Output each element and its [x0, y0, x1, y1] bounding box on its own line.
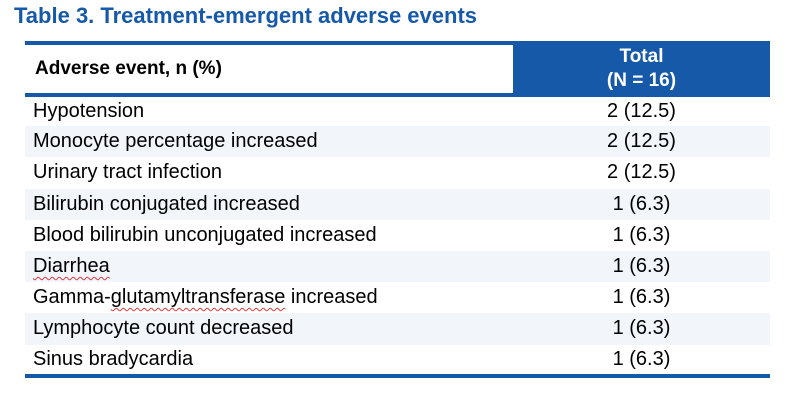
adverse-event-cell: Urinary tract infection [25, 157, 513, 188]
value-cell: 2 (12.5) [607, 130, 676, 153]
table-row: Diarrhea 1 (6.3) [25, 250, 770, 283]
table-body: Hypotension 2 (12.5) Monocyte percentage i… [25, 95, 770, 376]
value-cell: 1 (6.3) [612, 286, 671, 309]
event-text: increased [285, 286, 378, 309]
event-text: Sinus bradycardia [33, 347, 194, 370]
adverse-events-table-container: Adverse event, n (%) Total (N = 16) Hypo… [25, 41, 770, 378]
adverse-event-cell: Sinus bradycardia [25, 345, 513, 376]
total-header-line1: Total [619, 46, 664, 67]
event-text: Lymphocyte count decreased [33, 317, 294, 340]
event-text: Blood bilirubin unconjugated increased [33, 223, 377, 246]
total-header-line2: (N = 16) [606, 70, 677, 91]
event-text: Urinary tract infection [33, 161, 222, 184]
table-row: Lymphocyte count decreased 1 (6.3) [25, 313, 770, 345]
adverse-event-cell: Gamma-glutamyltransferase increased [25, 282, 513, 313]
adverse-events-table: Adverse event, n (%) Total (N = 16) Hypo… [25, 41, 770, 378]
table-row: Gamma-glutamyltransferase increased 1 (6.… [25, 282, 770, 314]
adverse-event-cell: Monocyte percentage increased [25, 126, 513, 157]
adverse-event-column-header: Adverse event, n (%) [25, 43, 513, 97]
header-row: Adverse event, n (%) Total (N = 16) [25, 43, 770, 97]
value-cell: 1 (6.3) [612, 255, 671, 278]
table-row: Sinus bradycardia 1 (6.3) [25, 344, 770, 376]
adverse-event-cell: Blood bilirubin unconjugated increased [25, 220, 513, 251]
misspelled-text: glutamyltransferase [110, 286, 286, 309]
table-row: Bilirubin conjugated increased 1 (6.3) [25, 188, 770, 220]
value-cell: 2 (12.5) [607, 100, 676, 123]
table-row: Urinary tract infection 2 (12.5) [25, 157, 770, 189]
table-row: Monocyte percentage increased 2 (12.5) [25, 126, 770, 158]
value-cell: 1 (6.3) [612, 347, 671, 370]
event-text: Gamma- [33, 286, 111, 309]
table-row: Hypotension 2 (12.5) [25, 95, 770, 127]
adverse-event-cell: Lymphocyte count decreased [25, 313, 513, 344]
adverse-event-cell: Hypotension [25, 95, 513, 126]
value-cell: 1 (6.3) [612, 192, 671, 215]
adverse-event-cell: Diarrhea [25, 251, 513, 282]
event-text: Monocyte percentage increased [33, 130, 318, 153]
misspelled-text: Diarrhea [33, 255, 110, 278]
adverse-event-cell: Bilirubin conjugated increased [25, 189, 513, 220]
total-column-header: Total (N = 16) [513, 43, 770, 97]
event-text: Hypotension [33, 100, 145, 123]
value-cell: 1 (6.3) [612, 223, 671, 246]
value-cell: 1 (6.3) [612, 317, 671, 340]
event-text: Bilirubin conjugated increased [33, 192, 300, 215]
table-header: Adverse event, n (%) Total (N = 16) [25, 43, 770, 97]
table-row: Blood bilirubin unconjugated increased 1 … [25, 219, 770, 251]
table-title: Table 3. Treatment-emergent adverse even… [14, 3, 478, 28]
value-cell: 2 (12.5) [607, 161, 676, 184]
